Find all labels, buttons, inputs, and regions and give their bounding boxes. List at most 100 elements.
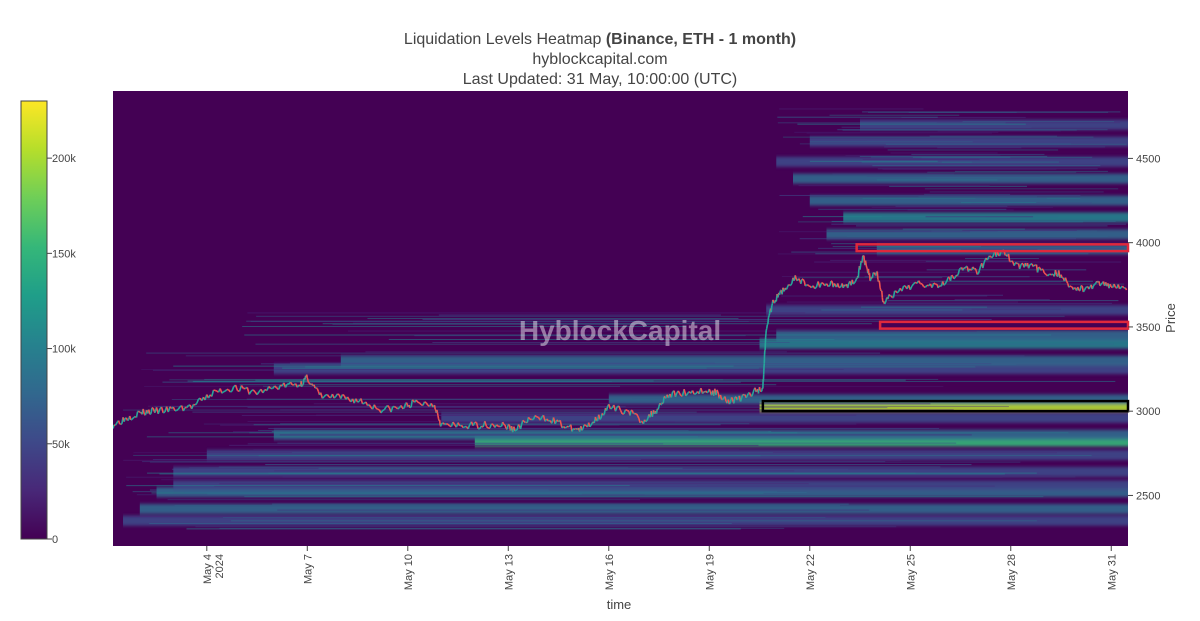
- price-segment: [852, 282, 856, 285]
- heatmap-streak: [207, 493, 582, 495]
- price-segment: [871, 274, 874, 279]
- price-segment: [691, 390, 695, 395]
- y-axis-title: Price: [1163, 303, 1178, 333]
- price-segment: [277, 384, 282, 390]
- heatmap-streak: [253, 424, 721, 426]
- heatmap-streak: [219, 483, 809, 485]
- price-segment: [857, 269, 860, 278]
- heatmap-streak: [846, 235, 1108, 237]
- price-segment: [765, 328, 768, 331]
- heatmap-streak: [884, 146, 1106, 148]
- price-segment: [728, 401, 732, 405]
- price-segment: [382, 409, 385, 412]
- price-segment: [262, 389, 266, 394]
- price-segment: [250, 389, 254, 392]
- heatmap-streak: [924, 193, 1011, 195]
- price-segment: [863, 255, 866, 263]
- heatmap-streak: [924, 188, 1119, 190]
- price-segment: [865, 267, 869, 270]
- price-segment: [765, 324, 769, 329]
- price-segment: [991, 256, 994, 259]
- price-segment: [945, 279, 948, 283]
- price-segment: [876, 271, 879, 280]
- price-segment: [280, 384, 283, 387]
- price-segment: [602, 413, 605, 416]
- price-segment: [390, 406, 394, 413]
- price-segment: [424, 401, 427, 404]
- heatmap-streak: [204, 378, 939, 380]
- price-segment: [214, 389, 218, 392]
- price-segment: [703, 390, 706, 393]
- price-segment: [972, 266, 975, 270]
- price-segment: [459, 424, 462, 427]
- price-segment: [794, 275, 798, 280]
- heatmap-streak: [185, 355, 1025, 357]
- price-segment: [896, 290, 900, 294]
- price-segment: [252, 389, 256, 393]
- price-segment: [377, 408, 380, 411]
- price-segment: [1010, 260, 1013, 263]
- heatmap-streak: [263, 385, 621, 387]
- heatmap-streak: [779, 108, 924, 110]
- heatmap-streak: [146, 352, 881, 354]
- price-segment: [315, 387, 318, 390]
- price-segment: [921, 283, 925, 287]
- price-segment: [367, 403, 370, 407]
- heatmap-streak: [798, 185, 990, 187]
- y-tick-label: 4000: [1136, 238, 1160, 250]
- heatmap-streak: [926, 269, 1087, 271]
- heatmap-streak: [422, 318, 992, 320]
- price-segment: [1088, 286, 1091, 290]
- heatmap-streak: [268, 428, 939, 430]
- price-segment: [507, 423, 510, 426]
- heatmap-streak: [800, 271, 982, 273]
- price-segment: [1015, 262, 1019, 265]
- price-segment: [346, 396, 350, 401]
- price-segment: [599, 417, 602, 420]
- price-segment: [1040, 268, 1043, 271]
- liquidation-band: [826, 229, 1128, 240]
- liquidation-band: [876, 244, 1128, 255]
- heatmap-streak: [975, 197, 1047, 199]
- price-segment: [539, 416, 543, 421]
- heatmap-streak: [781, 276, 1047, 278]
- y-tick-label: 2500: [1136, 490, 1160, 502]
- price-segment: [323, 394, 327, 398]
- heatmap-streak: [314, 406, 1009, 408]
- price-segment: [1119, 286, 1122, 290]
- price-segment: [976, 273, 979, 276]
- heatmap-streak: [862, 158, 980, 160]
- price-segment: [605, 406, 609, 411]
- colorbar-tick-label: 50k: [52, 439, 70, 451]
- heatmap-streak: [859, 155, 1048, 157]
- heatmap-streak: [821, 309, 963, 311]
- heatmap-streak: [168, 432, 798, 434]
- price-segment: [825, 283, 829, 287]
- heatmap-streak: [141, 368, 844, 370]
- heatmap-streak: [277, 509, 870, 511]
- liquidation-band: [776, 156, 1128, 167]
- price-segment: [167, 406, 171, 413]
- price-segment: [375, 407, 379, 410]
- heatmap-streak: [414, 335, 746, 337]
- heatmap-streak: [133, 452, 1057, 454]
- price-segment: [802, 278, 805, 282]
- heatmap-streak: [277, 442, 957, 444]
- heatmap-streak: [829, 114, 960, 116]
- price-segment: [542, 415, 546, 422]
- heatmap-streak: [272, 503, 849, 505]
- heatmap-streak: [313, 403, 931, 405]
- heatmap-streak: [779, 194, 1081, 196]
- price-segment: [659, 402, 662, 406]
- price-segment: [162, 411, 166, 414]
- price-segment: [127, 419, 130, 422]
- price-segment: [211, 389, 215, 397]
- heatmap-streak: [246, 398, 633, 400]
- heatmap-streak: [918, 196, 1038, 198]
- price-segment: [137, 410, 140, 413]
- price-segment: [719, 394, 723, 400]
- price-segment: [1043, 272, 1046, 275]
- red-highlight-box: [855, 243, 1130, 253]
- price-segment: [1069, 285, 1072, 288]
- price-segment: [610, 407, 613, 410]
